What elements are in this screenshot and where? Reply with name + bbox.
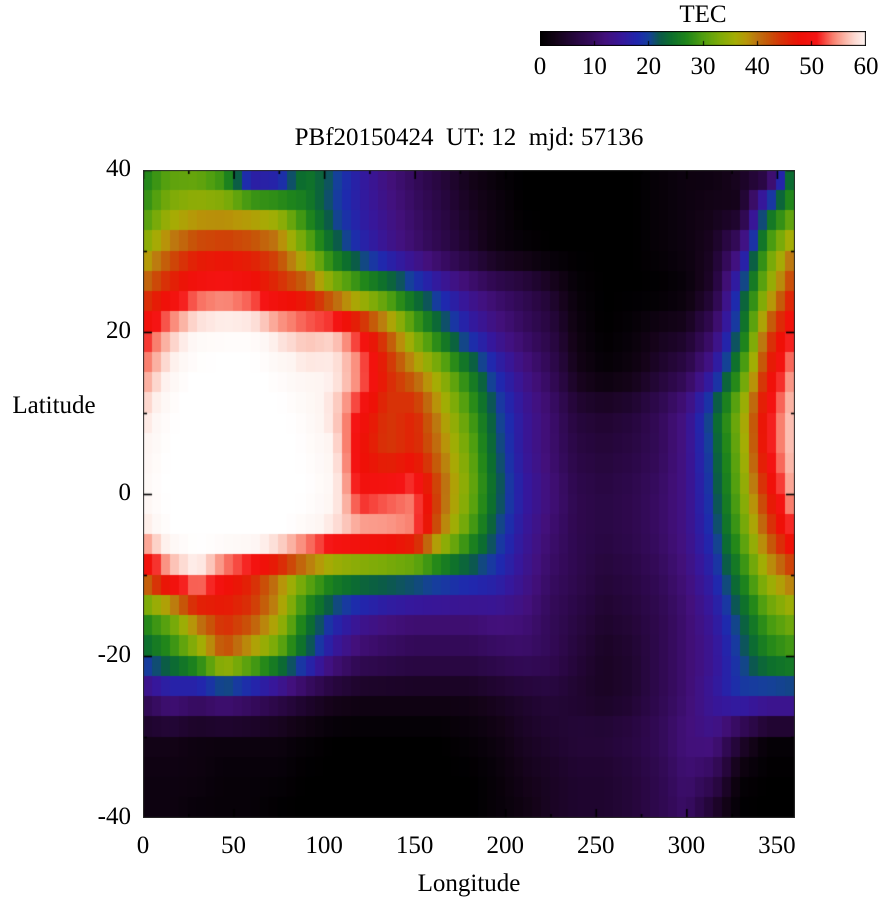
y-axis-tick-label: 20 xyxy=(106,317,131,344)
x-axis-tick-label: 150 xyxy=(395,832,434,859)
x-axis-tick-label: 300 xyxy=(667,832,706,859)
y-axis-label: Latitude xyxy=(12,392,96,419)
colorbar-title: TEC xyxy=(679,1,727,28)
heatmap-canvas xyxy=(143,170,795,818)
x-axis-tick-label: 100 xyxy=(305,832,343,859)
colorbar-tick-label: 50 xyxy=(799,53,825,80)
x-axis-tick-label: 50 xyxy=(221,832,247,859)
x-axis-tick-label: 350 xyxy=(758,832,796,859)
colorbar-gradient xyxy=(540,31,866,46)
colorbar-tick-label: 60 xyxy=(853,53,878,80)
y-axis-tick-label: -40 xyxy=(97,803,131,830)
x-axis-tick-label: 0 xyxy=(136,832,150,859)
colorbar-tick-label: 20 xyxy=(636,53,662,80)
colorbar-tick-label: 40 xyxy=(744,53,770,80)
x-axis-label: Longitude xyxy=(417,870,521,897)
y-axis-tick-label: 0 xyxy=(118,479,132,506)
colorbar-tick-label: 30 xyxy=(690,53,716,80)
x-axis-tick-label: 250 xyxy=(577,832,615,859)
y-axis-tick-label: 40 xyxy=(106,155,131,182)
colorbar-tick-label: 0 xyxy=(533,53,547,80)
x-axis-tick-label: 200 xyxy=(486,832,524,859)
colorbar-tick-label: 10 xyxy=(581,53,607,80)
y-axis-tick-label: -20 xyxy=(97,641,131,668)
plot-title: PBf20150424 UT: 12 mjd: 57136 xyxy=(294,124,644,151)
